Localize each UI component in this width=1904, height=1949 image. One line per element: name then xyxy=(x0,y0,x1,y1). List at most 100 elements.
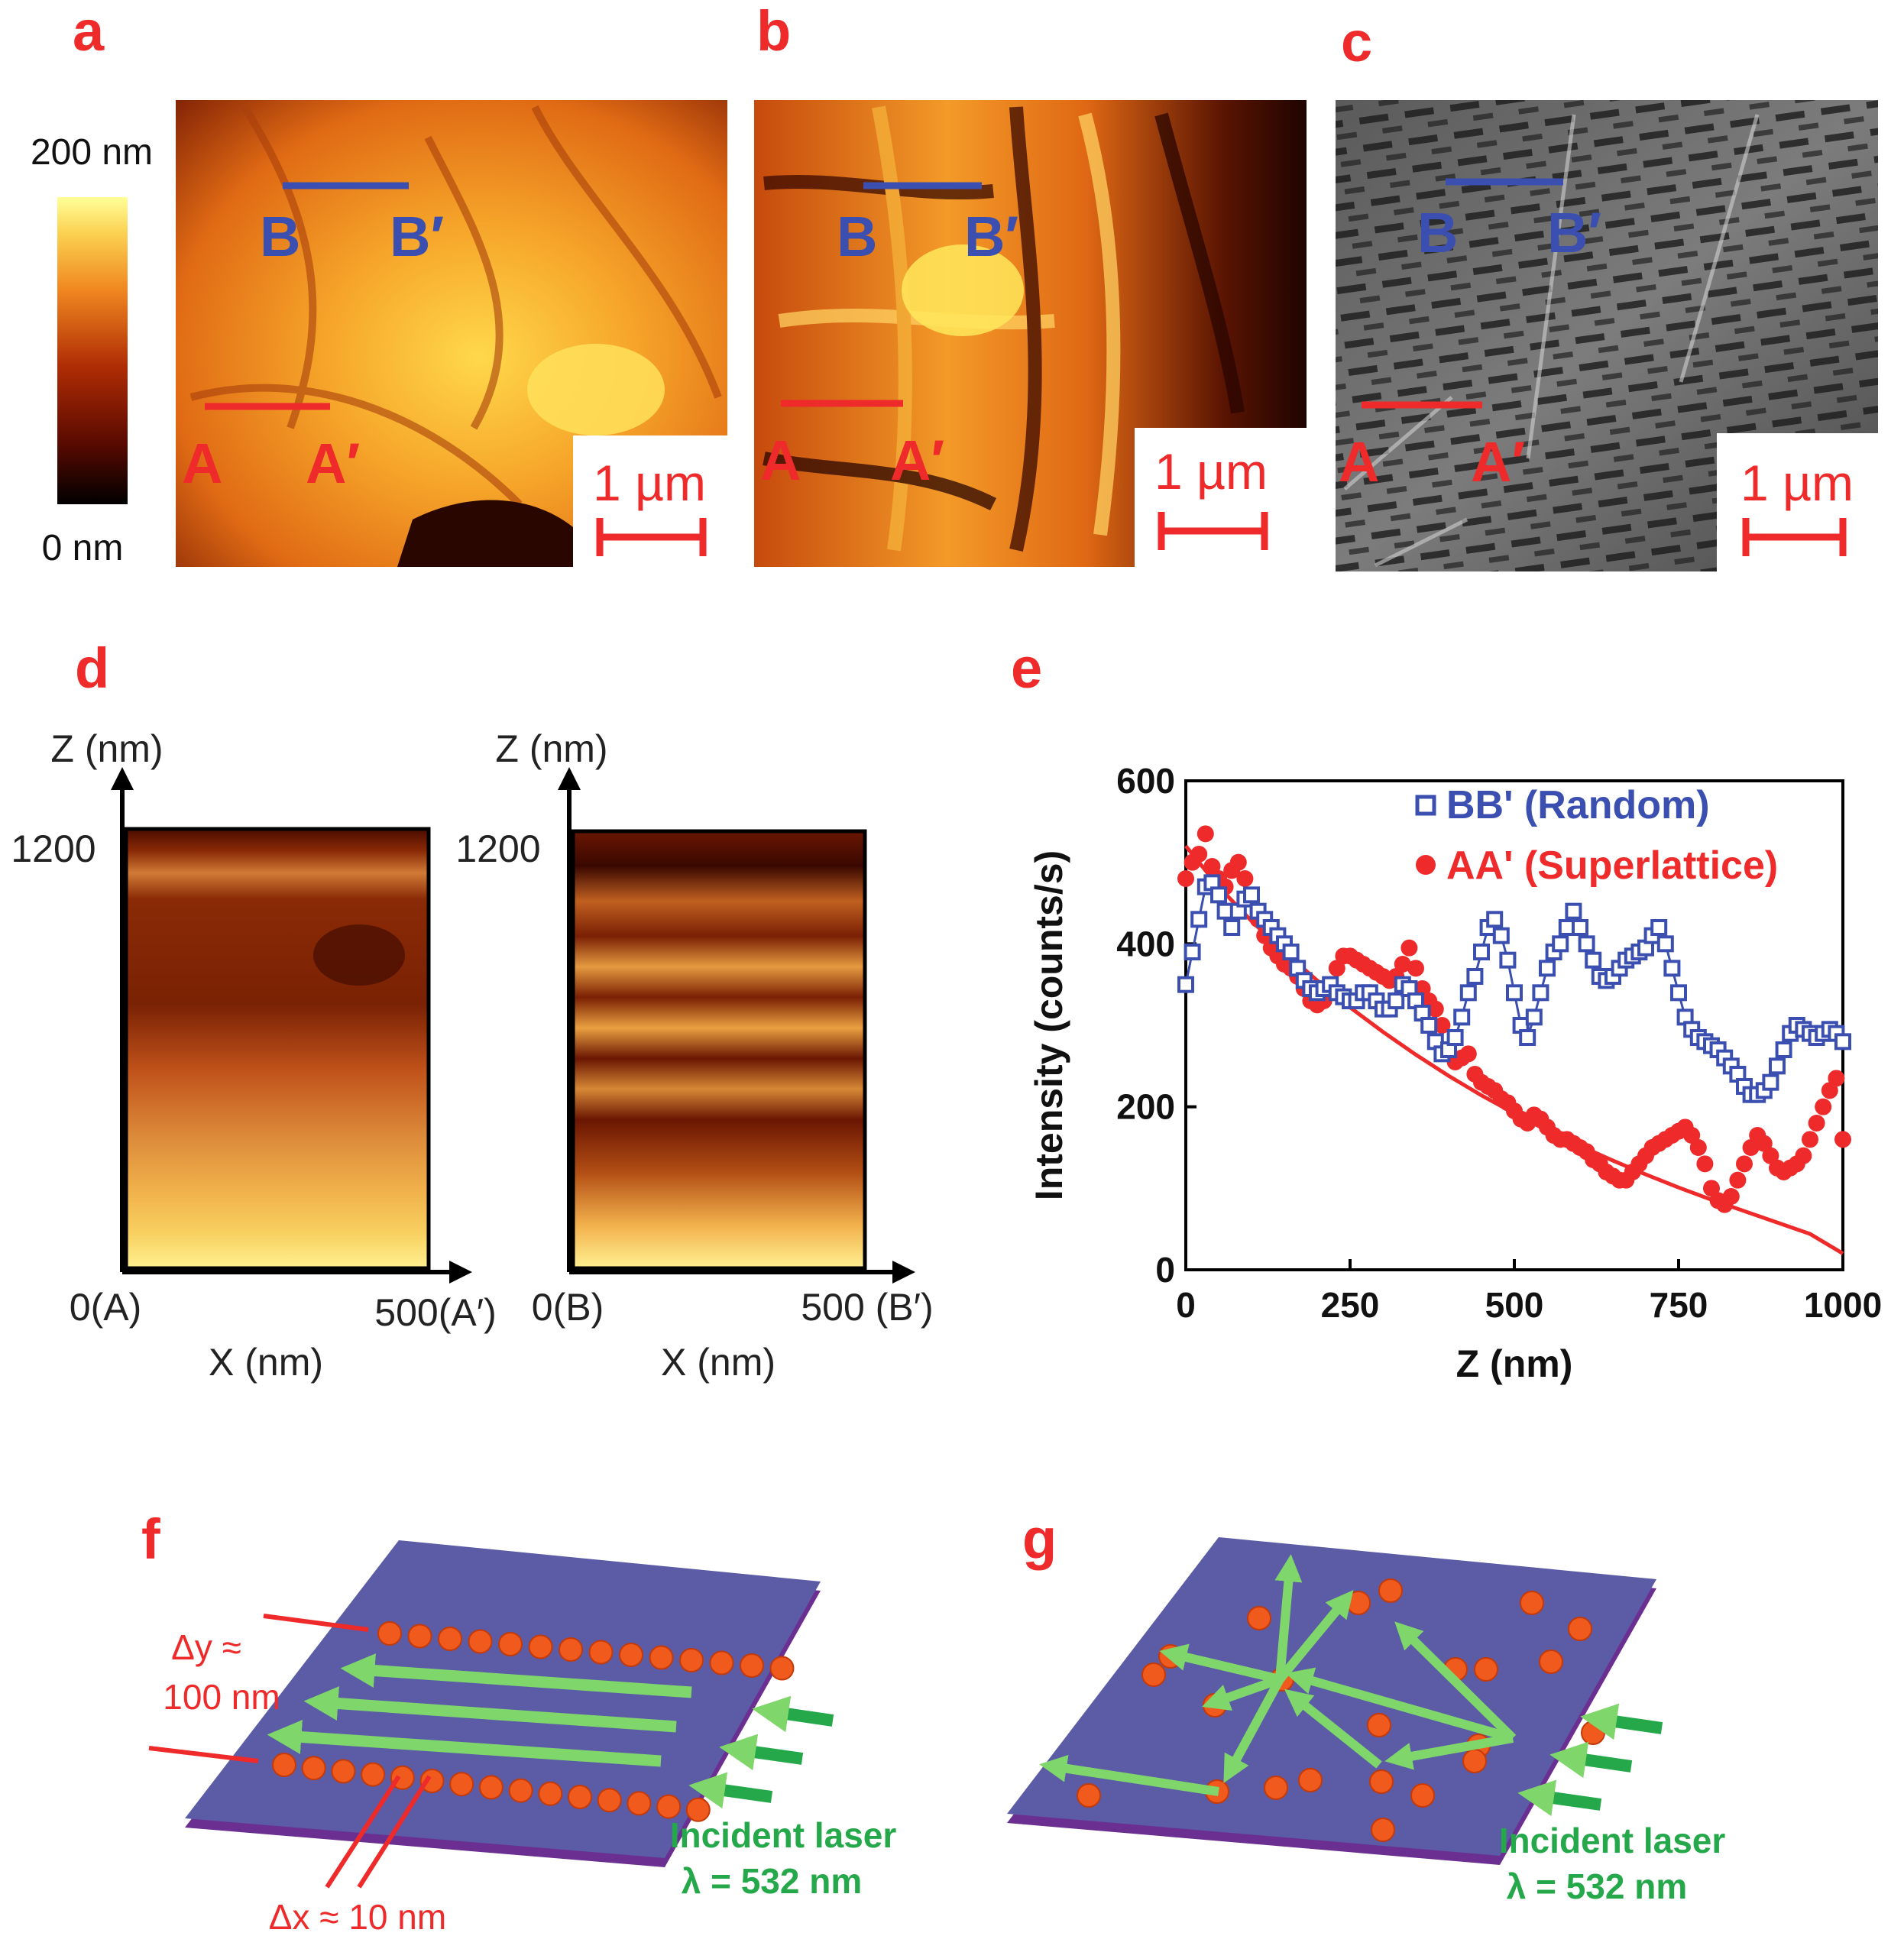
point-bb xyxy=(1420,1017,1438,1034)
point-aa xyxy=(1229,853,1247,871)
point-bb xyxy=(1775,1041,1792,1058)
point-bb xyxy=(1670,984,1687,1002)
scale-label-c: 1 µm xyxy=(1740,455,1854,511)
label-b-end-a: B′ xyxy=(390,205,444,268)
x-tick-label: 500 xyxy=(1485,1285,1544,1325)
panel-f: f Δy ≈ 100 nm Δx ≈ 10 nm Incident laser … xyxy=(141,1507,896,1937)
guided-arrows-f xyxy=(267,1653,692,1767)
point-aa xyxy=(1808,1115,1825,1132)
point-aa xyxy=(1400,939,1418,957)
panel-letter-f: f xyxy=(141,1507,160,1571)
label-b-end-b: B′ xyxy=(964,205,1018,268)
depth-profile-bb xyxy=(571,829,867,1271)
point-bb xyxy=(1650,919,1668,936)
colorbar xyxy=(57,197,128,504)
point-bb xyxy=(1656,935,1674,953)
particle xyxy=(1346,1591,1371,1615)
panel-letter-b: b xyxy=(756,0,791,63)
d-left-ytick: 1200 xyxy=(11,827,96,870)
particle xyxy=(1367,1713,1391,1737)
particle xyxy=(407,1624,432,1649)
particle xyxy=(498,1632,523,1656)
particle xyxy=(559,1637,583,1662)
point-aa xyxy=(1394,956,1411,973)
particle xyxy=(1539,1650,1563,1674)
point-bb xyxy=(1499,951,1517,969)
particle xyxy=(740,1653,764,1678)
particle xyxy=(438,1627,462,1651)
point-aa xyxy=(1696,1155,1714,1173)
point-bb xyxy=(1834,1033,1851,1051)
depth-dark-spot xyxy=(313,924,405,986)
scale-bar-c xyxy=(1742,518,1847,556)
label-a-end-b: A′ xyxy=(890,429,944,492)
d-right-ytick: 1200 xyxy=(455,827,540,870)
afm-image-a xyxy=(176,100,727,567)
particle xyxy=(656,1794,682,1819)
sem-image-c xyxy=(1336,100,1878,571)
particle xyxy=(588,1640,614,1665)
d-left-xend: 500(A′) xyxy=(374,1291,496,1334)
particle xyxy=(597,1788,622,1813)
laser-arrows-g xyxy=(1517,1703,1663,1817)
panel-a: a 200 nm 0 nm B B′ A A′ 1 µm xyxy=(31,0,727,568)
particle xyxy=(1462,1749,1487,1773)
label-a-start-c: A xyxy=(1339,430,1379,494)
guided-arrow xyxy=(303,1686,677,1733)
laser-label-g-line1: Incident laser xyxy=(1499,1821,1726,1860)
point-bb xyxy=(1663,960,1681,977)
label-a-start-b: A xyxy=(760,429,801,492)
point-aa xyxy=(1722,1188,1740,1205)
particle xyxy=(1520,1591,1544,1615)
point-bb xyxy=(1552,935,1569,953)
point-aa xyxy=(1815,1098,1832,1115)
particle xyxy=(568,1785,592,1809)
dy-label: Δy ≈ xyxy=(171,1627,241,1667)
scale-bar-b xyxy=(1158,512,1268,550)
legend-label-bb: BB' (Random) xyxy=(1446,783,1710,827)
particle xyxy=(1264,1776,1288,1800)
particle xyxy=(679,1648,704,1672)
label-b-start-b: B xyxy=(837,205,877,268)
point-bb xyxy=(1453,1008,1471,1026)
y-tick-label: 600 xyxy=(1116,761,1175,801)
point-bb xyxy=(1459,984,1477,1002)
panel-d: d Z (nm) 1200 0(A) 500(A′) X (nm) Z (nm)… xyxy=(11,636,933,1384)
point-aa xyxy=(1802,1131,1818,1148)
point-bb xyxy=(1506,984,1523,1002)
particle xyxy=(449,1772,474,1797)
particle xyxy=(627,1791,652,1816)
particle xyxy=(538,1781,563,1806)
panel-b: b B B′ A A′ 1 µm xyxy=(754,0,1307,567)
point-aa xyxy=(1433,1017,1451,1034)
point-aa xyxy=(1459,1045,1477,1063)
particle xyxy=(1077,1783,1101,1808)
colorbar-max-label: 200 nm xyxy=(31,132,153,173)
d-left-xstart: 0(A) xyxy=(70,1286,141,1329)
label-b-end-c: B′ xyxy=(1547,201,1601,264)
x-tick-label: 1000 xyxy=(1804,1285,1882,1325)
point-bb xyxy=(1769,1057,1786,1075)
label-b-start-a: B xyxy=(260,205,300,268)
point-bb xyxy=(1565,902,1582,920)
point-aa xyxy=(1736,1155,1753,1173)
d-right-xstart: 0(B) xyxy=(532,1286,604,1329)
point-bb xyxy=(1190,911,1208,928)
point-bb xyxy=(1532,984,1549,1002)
scattered-arrows-g xyxy=(1039,1554,1517,1796)
point-bb xyxy=(1525,1008,1543,1026)
laser-label-g-line2: λ = 532 nm xyxy=(1507,1866,1688,1906)
particle xyxy=(1474,1657,1498,1682)
particle xyxy=(331,1759,356,1784)
x-tick-label: 250 xyxy=(1321,1285,1380,1325)
point-bb xyxy=(1762,1073,1779,1091)
point-aa xyxy=(1196,825,1214,843)
point-aa xyxy=(1177,870,1194,887)
d-right-ylabel: Z (nm) xyxy=(495,727,607,770)
point-aa xyxy=(1795,1147,1812,1164)
point-bb xyxy=(1519,1029,1536,1046)
particle xyxy=(508,1778,533,1803)
point-bb xyxy=(1210,886,1227,904)
label-b-start-c: B xyxy=(1417,201,1458,264)
scale-label-b: 1 µm xyxy=(1154,443,1268,500)
